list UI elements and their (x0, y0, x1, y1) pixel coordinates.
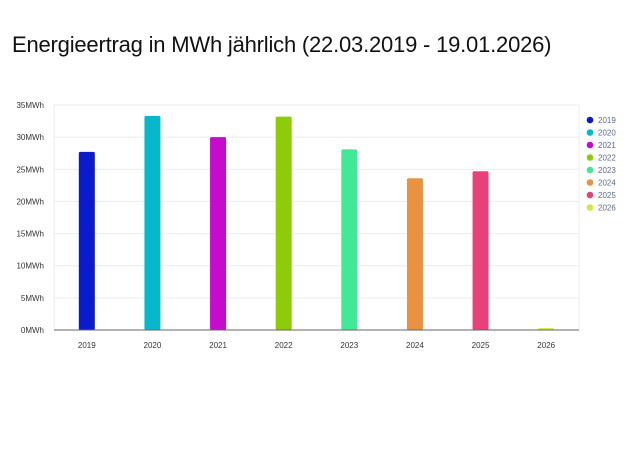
bar-2025 (472, 171, 489, 330)
x-tick-label: 2022 (275, 341, 293, 350)
y-tick-label: 10MWh (16, 262, 44, 271)
x-tick-label: 2019 (78, 341, 96, 350)
y-tick-label: 0MWh (21, 326, 44, 335)
bar-2022 (275, 116, 292, 330)
legend-item: 2020 (598, 129, 616, 138)
x-tick-label: 2025 (472, 341, 490, 350)
legend-item: 2019 (598, 116, 616, 125)
legend-marker (586, 166, 594, 174)
bar-2020 (144, 115, 161, 330)
y-tick-label: 35MWh (16, 101, 44, 110)
y-tick-label: 30MWh (16, 133, 44, 142)
legend-marker (586, 191, 594, 199)
chart-title: Energieertrag in MWh jährlich (22.03.201… (12, 32, 552, 57)
plot-area (53, 104, 580, 331)
bar-2019 (78, 151, 95, 330)
y-tick-label: 15MWh (16, 230, 44, 239)
legend-item: 2025 (598, 191, 616, 200)
legend-marker (586, 141, 594, 149)
legend-item: 2026 (598, 204, 616, 213)
legend-item: 2024 (598, 179, 616, 188)
x-tick-label: 2020 (144, 341, 162, 350)
legend-marker (586, 204, 594, 211)
legend-marker (586, 116, 594, 124)
legend-marker (586, 179, 594, 186)
x-tick-label: 2023 (340, 341, 358, 350)
y-tick-label: 25MWh (16, 165, 44, 174)
bar-2023 (341, 149, 358, 330)
legend-item: 2022 (598, 154, 616, 163)
x-tick-label: 2024 (406, 341, 424, 350)
y-tick-label: 5MWh (21, 294, 44, 303)
x-tick-label: 2021 (209, 341, 227, 350)
legend-item: 2023 (598, 166, 616, 175)
y-tick-label: 20MWh (16, 197, 44, 206)
legend-marker (586, 154, 594, 161)
legend-marker (586, 129, 594, 136)
legend-item: 2021 (598, 141, 616, 150)
x-tick-label: 2026 (537, 341, 555, 350)
bar-2021 (210, 137, 227, 330)
bar-2024 (406, 178, 423, 330)
